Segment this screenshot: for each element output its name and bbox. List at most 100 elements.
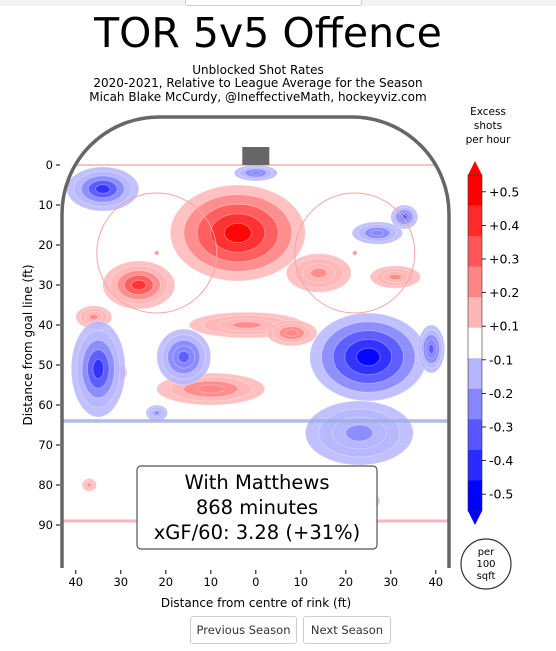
faceoff-circle-left: [96, 192, 218, 314]
unit-badge: per 100 sqft: [460, 538, 512, 590]
faceoff-circle-right: [294, 192, 416, 314]
x-tick-label: 20: [338, 575, 353, 589]
heatmap-area: [60, 115, 451, 568]
colorbar-label: -0.1: [489, 352, 513, 367]
colorbar-bottom-arrow: [468, 511, 482, 525]
colorbar-segment: [468, 419, 482, 451]
next-season-button[interactable]: Next Season: [303, 616, 391, 644]
heatmap-contour: [92, 358, 105, 379]
heatmap-blob: [266, 319, 318, 347]
colorbar-top-arrow: [468, 161, 482, 175]
goal-net: [242, 147, 270, 165]
axes: 40 30 20 10 0 10 20 30 40 0 10 20 30 40 50 60 70 80 90: [38, 158, 443, 589]
colorbar-segment: [468, 449, 482, 481]
colorbar-segment: [468, 266, 482, 298]
y-tick-label: 60: [38, 398, 53, 412]
colorbar-segment: [468, 297, 482, 329]
heatmap-blob: [285, 253, 352, 293]
unit-badge-line-2: 100: [476, 559, 495, 570]
heatmap-blob: [304, 400, 414, 466]
colorbar-label: +0.4: [489, 218, 519, 233]
heatmap-blob: [169, 184, 306, 282]
colorbar-title-line-1: Excess: [470, 106, 506, 118]
heatmap-blob: [417, 324, 446, 374]
colorbar-label: -0.5: [489, 487, 513, 502]
x-tick-label: 10: [293, 575, 308, 589]
annotation-line-3: xGF/60: 3.28 (+31%): [154, 521, 361, 544]
x-axis-label: Distance from centre of rink (ft): [161, 596, 351, 610]
faceoff-dot-right: [352, 250, 357, 256]
colorbar-label: +0.1: [489, 319, 519, 334]
colorbar-label: -0.4: [489, 453, 513, 468]
colorbar: Excess shots per hour +0.5 +0.4 +0.3 +0.2 +0…: [466, 106, 519, 525]
season-line: 2020-2021, Relative to League Average fo…: [93, 76, 423, 90]
y-tick-label: 40: [38, 318, 53, 332]
heatmap-contour: [388, 273, 402, 281]
colorbar-segment: [468, 358, 482, 390]
x-tick-label: 30: [383, 575, 398, 589]
x-tick-label: 10: [203, 575, 218, 589]
colorbar-segment: [468, 480, 482, 512]
y-tick-label: 70: [38, 438, 53, 452]
heatmap-contour: [88, 313, 99, 321]
y-tick-label: 0: [46, 158, 53, 172]
annotation-line-1: With Matthews: [184, 471, 329, 494]
y-tick-label: 80: [38, 478, 53, 492]
chart-title: TOR 5v5 Offence: [94, 9, 442, 57]
heatmap-blob: [233, 164, 278, 182]
x-tick-label: 20: [158, 575, 173, 589]
colorbar-segment: [468, 388, 482, 420]
colorbar-label: +0.5: [489, 184, 519, 199]
heatmap-contour: [285, 329, 299, 337]
heatmap-contour: [250, 170, 262, 176]
y-tick-label: 10: [38, 198, 53, 212]
top-tab[interactable]: [185, 0, 362, 6]
heatmap-contour: [223, 222, 252, 243]
colorbar-segment: [468, 236, 482, 268]
heatmap-contour: [345, 424, 374, 442]
heatmap-contour: [153, 410, 160, 416]
heatmap-contour: [428, 343, 435, 355]
heatmap-contour: [232, 321, 262, 329]
heatmap-blob: [70, 320, 126, 418]
heatmap-blob: [145, 404, 169, 422]
y-axis-label: Distance from goal line (ft): [21, 264, 35, 425]
heatmap-contour: [178, 350, 190, 363]
heatmap-contour: [356, 347, 381, 367]
heatmap-blob: [102, 260, 176, 310]
colorbar-title-line-3: per hour: [466, 134, 512, 146]
heatmap-blob: [66, 166, 140, 212]
y-tick-label: 50: [38, 358, 53, 372]
rink-boards: [60, 115, 451, 568]
colorbar-segment: [468, 205, 482, 237]
heatmap-blob: [369, 265, 421, 289]
colorbar-label: +0.2: [489, 285, 519, 300]
heatmap-contour: [310, 267, 328, 279]
y-tick-label: 20: [38, 238, 53, 252]
heatmap-blob: [351, 221, 403, 245]
credit-line: Micah Blake McCurdy, @IneffectiveMath, h…: [89, 90, 427, 104]
heatmap-contour: [87, 482, 92, 487]
annotation-line-2: 868 minutes: [196, 496, 318, 519]
unit-badge-line-3: sqft: [477, 571, 496, 582]
colorbar-title-line-2: shots: [474, 120, 502, 132]
heatmap-blob: [309, 312, 428, 402]
colorbar-segments: [467, 161, 483, 525]
heatmap-blob: [156, 328, 212, 386]
heatmap-contour: [196, 384, 225, 394]
colorbar-label: +0.3: [489, 252, 519, 267]
heatmap-contour: [131, 279, 147, 291]
previous-season-button[interactable]: Previous Season: [190, 616, 297, 644]
colorbar-segment: [468, 327, 482, 359]
y-tick-label: 30: [38, 278, 53, 292]
x-tick-label: 40: [428, 575, 443, 589]
unit-badge-circle: [460, 538, 512, 590]
colorbar-label: -0.3: [489, 420, 513, 435]
heatmap-contour: [370, 229, 384, 237]
x-tick-label: 30: [113, 575, 128, 589]
colorbar-segment: [468, 175, 482, 206]
colorbar-labels: +0.5 +0.4 +0.3 +0.2 +0.1 -0.1 -0.2 -0.3 -0.4 -0.5: [482, 184, 519, 502]
faceoff-dot-left: [154, 250, 159, 256]
heatmap-blobs: [66, 164, 446, 508]
